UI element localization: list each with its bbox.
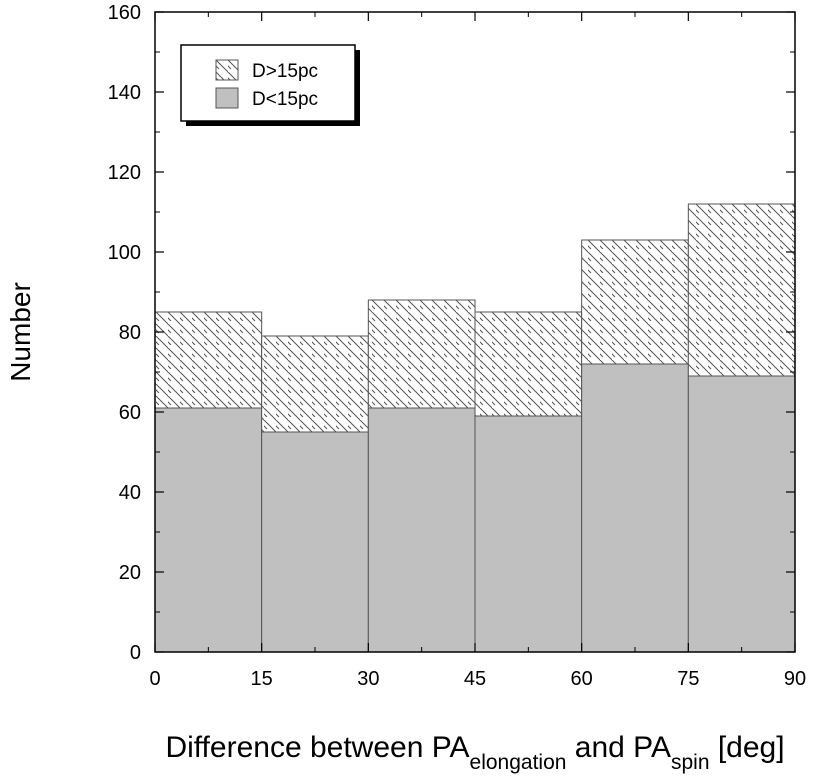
x-tick-label: 30 xyxy=(357,668,379,690)
x-axis-label: Difference between PAelongation and PAsp… xyxy=(165,731,784,774)
x-axis-label-part: and PA xyxy=(566,731,671,764)
x-tick-label: 0 xyxy=(149,668,160,690)
legend-label-far: D>15pc xyxy=(252,61,318,82)
bar-far-60-75 xyxy=(581,239,689,365)
y-axis-label: Number xyxy=(5,282,36,382)
bar-near-60-75 xyxy=(581,363,689,653)
legend-box xyxy=(180,44,356,122)
x-tick-label: 75 xyxy=(677,668,699,690)
bar-near-15-30 xyxy=(261,431,369,653)
bar-near-75-90 xyxy=(687,375,796,653)
y-tick-label: 80 xyxy=(119,322,141,344)
y-tick-label: 120 xyxy=(108,162,141,184)
y-tick-label: 40 xyxy=(119,482,141,504)
bar-far-75-90 xyxy=(687,203,796,377)
x-tick-label: 45 xyxy=(464,668,486,690)
y-tick-label: 0 xyxy=(130,642,141,664)
y-tick-label: 140 xyxy=(108,82,141,104)
x-axis-label-subscript: spin xyxy=(671,751,710,774)
x-tick-label: 15 xyxy=(251,668,273,690)
bar-far-15-30 xyxy=(261,335,369,433)
bar-far-30-45 xyxy=(367,299,476,409)
bar-near-30-45 xyxy=(367,407,476,653)
y-tick-label: 160 xyxy=(108,2,141,24)
bar-far-45-60 xyxy=(474,311,583,417)
legend-label-near: D<15pc xyxy=(252,89,318,110)
ticks-layer xyxy=(154,11,796,653)
legend-swatch-hatched xyxy=(215,59,239,81)
x-axis-label-part: [deg] xyxy=(710,731,785,764)
y-tick-label: 20 xyxy=(119,562,141,584)
y-tick-label: 100 xyxy=(108,242,141,264)
bar-far-0-15 xyxy=(154,311,263,409)
bar-near-45-60 xyxy=(474,415,583,653)
tick-labels-layer: 0 20 40 60 80 100 120 140 160 0 15 30 45 60 75 90 xyxy=(108,2,807,690)
y-tick-label: 60 xyxy=(119,402,141,424)
x-tick-label: 90 xyxy=(784,668,806,690)
legend-swatch-solid xyxy=(215,87,239,109)
x-axis-label-part: Difference between PA xyxy=(165,731,469,764)
bar-near-0-15 xyxy=(154,407,263,653)
bars-layer xyxy=(154,203,796,653)
x-axis-label-subscript: elongation xyxy=(470,751,567,774)
x-tick-label: 60 xyxy=(571,668,593,690)
legend: D>15pc D<15pc xyxy=(180,44,360,126)
